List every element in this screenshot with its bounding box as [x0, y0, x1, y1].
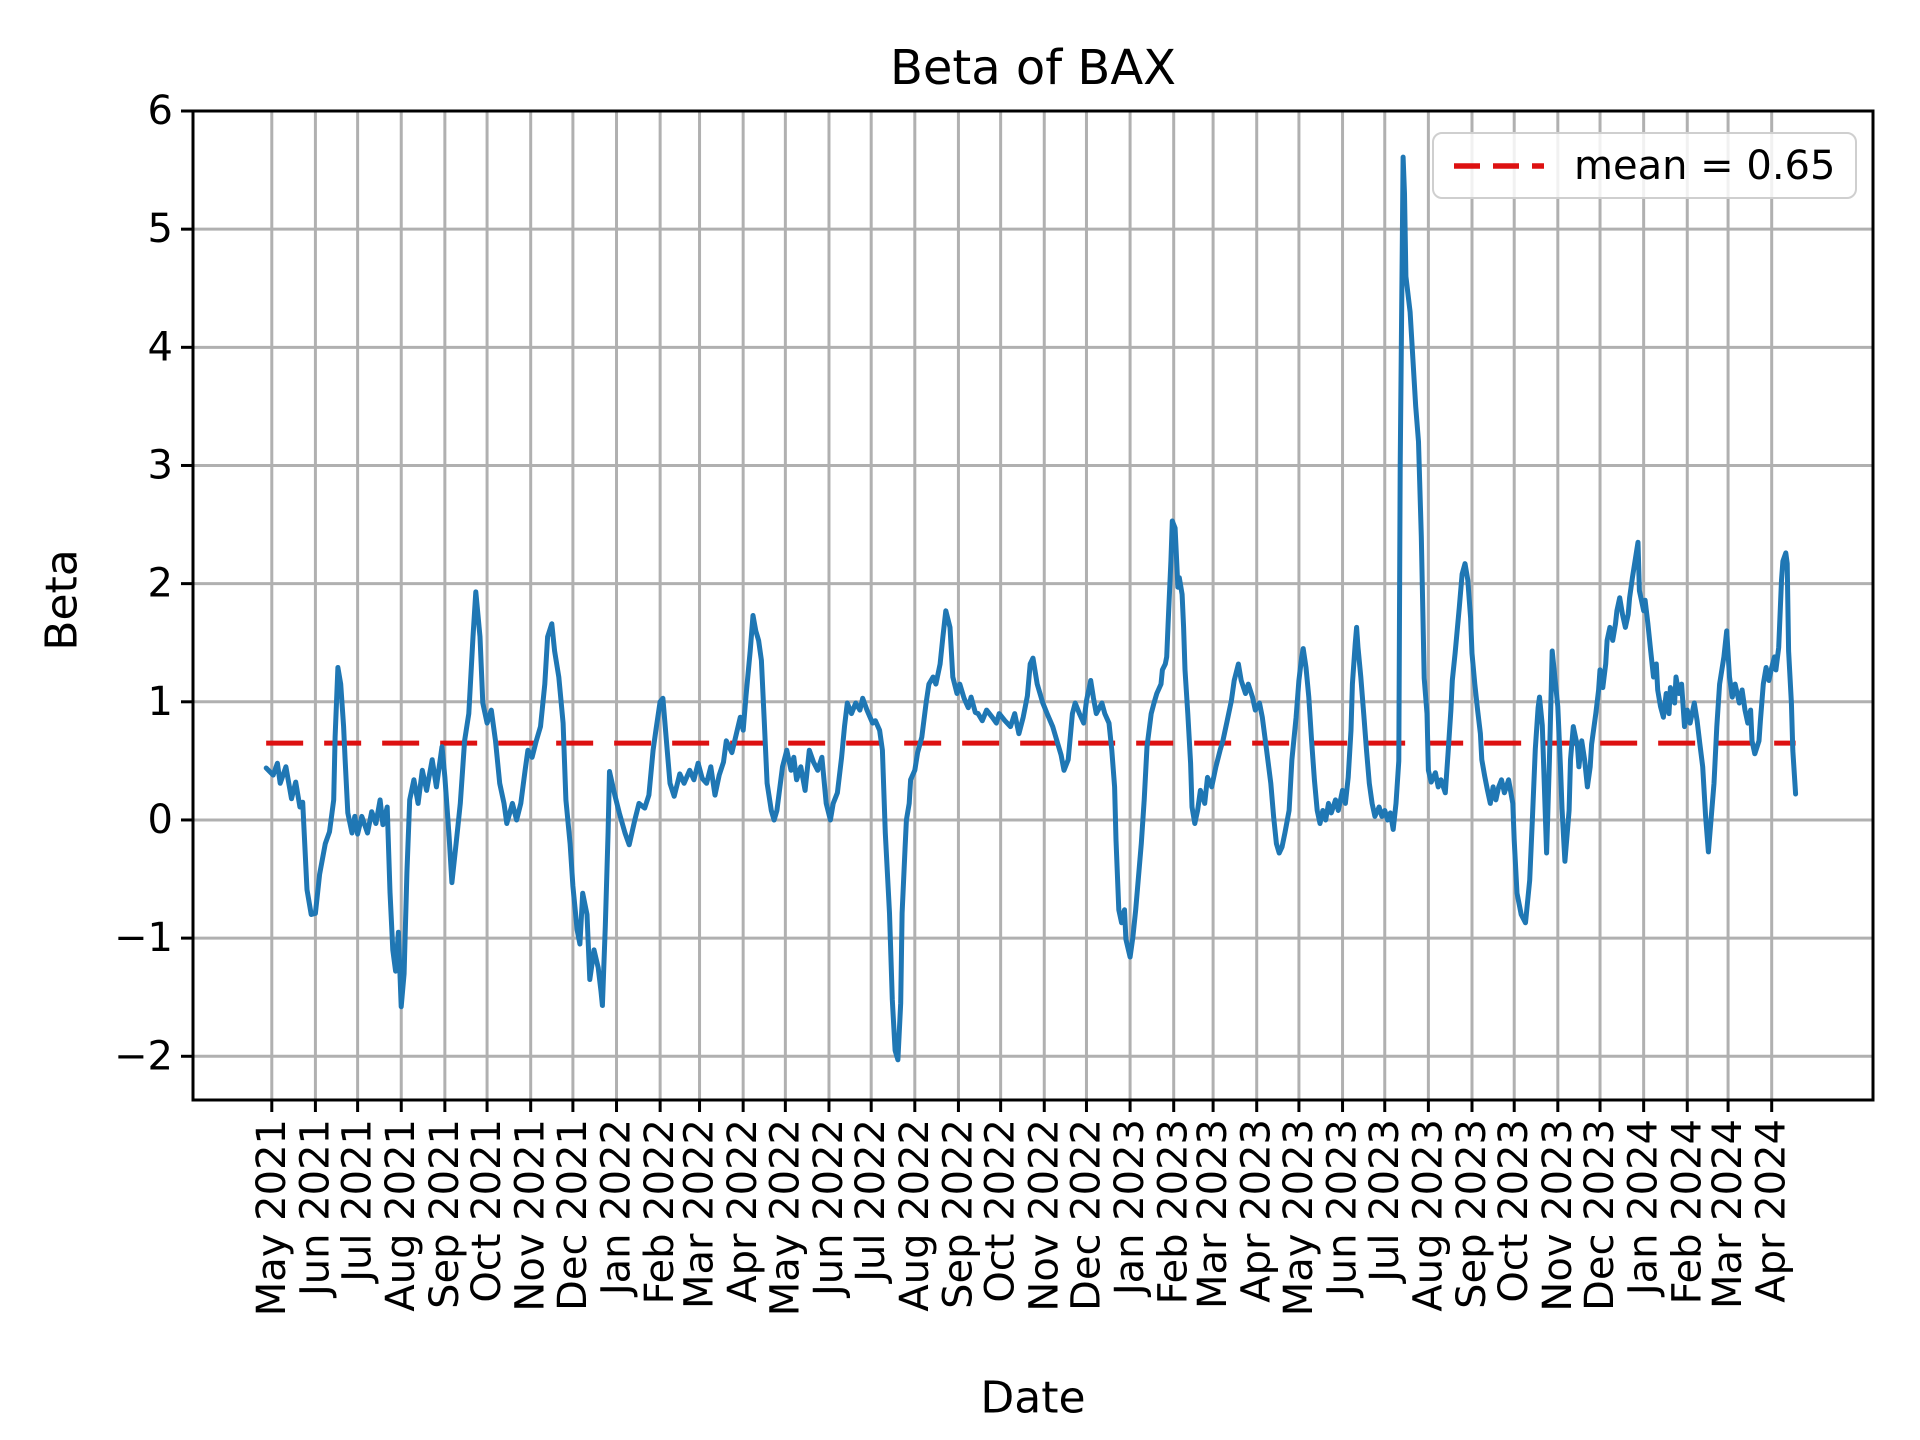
y-tick-label: 0: [148, 797, 173, 843]
y-tick-label: 2: [148, 561, 173, 607]
y-tick-label: 5: [148, 206, 173, 252]
x-tick-label: Mar 2024: [1705, 1119, 1751, 1309]
x-tick-label: Jan 2023: [1107, 1119, 1153, 1298]
x-tick-label: Apr 2024: [1749, 1119, 1795, 1303]
x-tick-label: Feb 2023: [1151, 1119, 1197, 1304]
chart-title: Beta of BAX: [889, 40, 1177, 96]
x-tick-label: Jul 2023: [1362, 1119, 1408, 1285]
y-axis-title: Beta: [36, 549, 88, 651]
x-tick-label: May 2021: [249, 1119, 295, 1316]
x-axis-title: Date: [980, 1372, 1086, 1424]
x-tick-label: May 2023: [1276, 1119, 1322, 1316]
x-tick-label: Jan 2024: [1621, 1119, 1667, 1298]
x-tick-label: Nov 2023: [1535, 1119, 1581, 1312]
x-tick-label: Sep 2022: [935, 1119, 981, 1309]
legend: mean = 0.65: [1432, 132, 1857, 199]
y-tick-label: −1: [114, 915, 173, 961]
x-tick-label: Aug 2022: [892, 1119, 938, 1312]
y-tick-label: 1: [148, 679, 173, 725]
y-tick-label: 3: [148, 442, 173, 488]
x-tick-label: Dec 2021: [550, 1119, 596, 1311]
x-tick-label: Aug 2021: [378, 1119, 424, 1312]
x-tick-label: Jul 2021: [335, 1119, 381, 1285]
x-tick-label: Jul 2022: [848, 1119, 894, 1285]
x-tick-label: Jan 2022: [594, 1119, 640, 1298]
axes-spines: [191, 109, 1875, 1102]
legend-mean-dash-sample: [1454, 162, 1544, 169]
x-tick-label: Mar 2022: [677, 1119, 723, 1309]
x-tick-label: Feb 2022: [637, 1119, 683, 1304]
y-tick-label: 6: [148, 88, 173, 134]
x-tick-label: Jun 2022: [806, 1119, 852, 1299]
x-tick-label: Apr 2023: [1234, 1119, 1280, 1303]
y-tick-label: −2: [114, 1033, 173, 1079]
x-tick-label: Nov 2022: [1021, 1119, 1067, 1312]
x-tick-label: Dec 2023: [1577, 1119, 1623, 1311]
x-tick-label: Mar 2023: [1190, 1119, 1236, 1309]
x-tick-label: Nov 2021: [508, 1119, 554, 1312]
legend-label: mean = 0.65: [1574, 142, 1836, 189]
x-tick-label: Oct 2021: [464, 1119, 510, 1303]
x-tick-label: Sep 2021: [422, 1119, 468, 1309]
x-tick-label: Feb 2024: [1664, 1119, 1710, 1304]
x-tick-label: Jun 2023: [1320, 1119, 1366, 1299]
x-tick-label: Oct 2022: [978, 1119, 1024, 1303]
x-tick-label: May 2022: [762, 1119, 808, 1316]
x-tick-label: Oct 2023: [1491, 1119, 1537, 1303]
x-tick-label: Dec 2022: [1063, 1119, 1109, 1311]
beta-series-line: [263, 154, 1799, 1063]
x-tick-label: Jun 2021: [292, 1119, 338, 1299]
x-tick-label: Apr 2022: [720, 1119, 766, 1303]
y-tick-label: 4: [148, 324, 173, 370]
x-tick-label: Aug 2023: [1405, 1119, 1451, 1312]
x-tick-label: Sep 2023: [1449, 1119, 1495, 1309]
